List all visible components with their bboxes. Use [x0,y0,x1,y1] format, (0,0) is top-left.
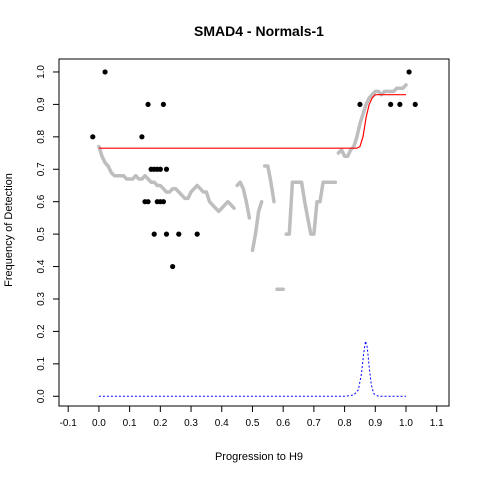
y-tick-label: 0.4 [36,259,47,273]
plot-frame [58,58,450,407]
x-tick-label: 0.6 [276,418,290,429]
observed-point [90,134,96,140]
observed-point [160,101,167,108]
observed-point [163,231,170,237]
observed-point [102,69,108,75]
observed-point [357,101,363,108]
observed-point [145,101,151,108]
y-tick-label: 0.6 [36,194,47,208]
smoothed-point-run [250,199,264,253]
observed-point [145,199,151,205]
y-tick-label: 0.3 [36,292,47,306]
y-tick-label: 0.9 [36,97,47,111]
x-tick-label: 1.1 [430,418,444,429]
smoothed-point-run [284,180,338,236]
fit-layer [98,94,406,149]
observed-point [170,263,176,270]
observed-point [412,101,418,108]
x-tick-label: 0.1 [123,418,137,429]
observed-point [163,166,170,172]
x-tick-label: 1.0 [399,418,413,429]
observed-point [194,231,200,237]
x-axis-label: Progression to H9 [215,451,303,463]
y-tick-label: 0.8 [36,129,47,143]
smoothed-point-run [235,180,252,220]
x-tick-label: 0.9 [368,418,382,429]
y-axis: 0.0 0.1 0.2 0.3 0.4 0.5 0.6 0.7 0.8 0.9 1.0 [36,65,59,403]
observed-point [139,134,145,140]
y-tick-label: 1.0 [36,65,47,79]
x-tick-label: 0.2 [153,418,167,429]
observed-point [157,166,163,172]
x-tick-label: 0.5 [246,418,260,429]
observed-point [151,231,157,237]
observed-point [176,231,182,237]
y-tick-label: 0.7 [36,162,47,176]
observed-layer [90,69,418,270]
x-tick-label: -0.1 [60,418,78,429]
smoothed-point-run [336,83,408,159]
x-axis: -0.1 0.0 0.1 0.2 0.3 0.4 0.5 0.6 0.7 0.8 0.9 1.0 1.1 [60,406,444,429]
x-tick-label: 0.8 [338,418,352,429]
fit-line [98,94,406,149]
x-tick-label: 0.7 [307,418,321,429]
x-tick-label: 0.4 [215,418,229,429]
smoothed-point-run [97,144,236,214]
y-axis-label: Frequency of Detection [3,173,15,287]
observed-point [160,199,167,205]
x-tick-label: 0.0 [92,418,106,429]
density-line [98,340,406,397]
y-tick-label: 0.2 [36,324,47,338]
x-tick-label: 0.3 [184,418,198,429]
y-tick-label: 0.1 [36,356,47,370]
observed-point [406,69,412,75]
y-tick-label: 0.5 [36,227,47,241]
chart-title: SMAD4 - Normals-1 [194,23,324,39]
observed-point [397,101,403,108]
observed-point [388,101,394,108]
density-layer [98,340,406,397]
smoothed-layer [97,83,408,292]
y-tick-label: 0.0 [36,389,47,403]
smoothed-point-run [262,164,276,204]
